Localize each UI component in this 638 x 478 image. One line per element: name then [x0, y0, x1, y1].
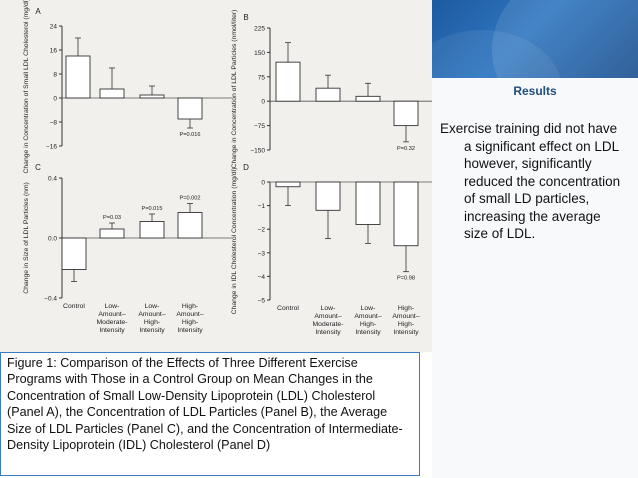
y-tick-label: −150 — [250, 148, 265, 155]
results-title: Results — [513, 84, 557, 98]
figure-panels: A 24 16 8 0 −8 −16 Change in Concentration of S… — [0, 0, 440, 352]
panel-label-b: B — [243, 13, 248, 22]
bar-c-4 — [177, 212, 203, 239]
y-tick-label: 0 — [53, 96, 57, 103]
x-tick-label: High-Amount– High-Intensity — [392, 305, 419, 336]
x-tick-label: Low-Amount– High-Intensity — [354, 305, 381, 336]
y-tick-label: 8 — [53, 72, 57, 79]
y-tick-label: −2 — [258, 227, 266, 234]
bar-c-1 — [61, 237, 87, 270]
x-tick-label: Low-Amount– Moderate-Intensity — [313, 305, 344, 336]
results-panel — [432, 78, 638, 478]
y-tick-label: −8 — [50, 120, 58, 127]
figure-caption: Figure 1: Comparison of the Effects of T… — [0, 352, 420, 476]
bar-d-2 — [315, 181, 341, 211]
bar-a-3 — [139, 94, 165, 99]
bar-c-2 — [99, 228, 125, 239]
x-tick-label: Low-Amount– High-Intensity — [138, 303, 165, 334]
p-value-annotation: P=0.98 — [397, 276, 415, 282]
bar-b-1 — [275, 61, 301, 102]
bar-b-3 — [355, 95, 381, 102]
y-axis-label: Change in IDL Cholesterol Concentration … — [231, 168, 238, 315]
y-axis-label: Change in Concentration of Small LDL Cho… — [23, 0, 30, 174]
y-tick-label: 0 — [261, 99, 265, 106]
bar-c-3 — [139, 221, 165, 239]
bar-d-4 — [393, 181, 419, 247]
bar-d-3 — [355, 181, 381, 225]
y-tick-label: 150 — [254, 50, 265, 57]
x-tick-label: Control — [63, 303, 85, 310]
y-tick-label: −4 — [258, 274, 266, 281]
y-tick-label: −75 — [254, 123, 265, 130]
y-tick-label: −5 — [258, 298, 266, 305]
y-tick-label: 0 — [261, 180, 265, 187]
y-tick-label: 0.4 — [48, 176, 57, 183]
panel-label-a: A — [35, 7, 41, 16]
bar-b-4 — [393, 100, 419, 127]
y-tick-label: −3 — [258, 250, 266, 257]
results-text: Exercise training did not have a signifi… — [440, 121, 621, 241]
x-tick-label: Low-Amount– Moderate-Intensity — [97, 303, 128, 334]
bar-a-4 — [177, 97, 203, 120]
y-tick-label: 24 — [50, 24, 58, 31]
panel-label-d: D — [243, 163, 249, 172]
p-value-annotation: P=0.016 — [180, 132, 201, 138]
p-value-annotation: P=0.32 — [397, 146, 415, 152]
y-tick-label: 16 — [50, 48, 58, 55]
y-tick-label: −0.4 — [44, 296, 57, 303]
bar-d-1 — [275, 181, 301, 188]
p-value-annotation: P=0.03 — [103, 215, 121, 221]
figure-svg: A 24 16 8 0 −8 −16 Change in Concentration of S… — [23, 0, 440, 336]
p-value-annotation: P=0.015 — [142, 206, 163, 212]
x-tick-label: High-Amount– High-Intensity — [176, 303, 203, 334]
x-tick-label: Control — [277, 305, 299, 312]
y-tick-label: 225 — [254, 26, 265, 33]
y-tick-label: −16 — [46, 144, 57, 151]
p-value-annotation: P=0.002 — [180, 196, 201, 202]
y-axis-label: Change in Size of LDL Particles (nm) — [23, 182, 30, 294]
y-tick-label: −1 — [258, 203, 266, 210]
bar-b-2 — [315, 87, 341, 102]
bar-a-1 — [65, 55, 91, 99]
y-tick-label: 75 — [258, 74, 266, 81]
y-tick-label: 0.0 — [48, 236, 57, 243]
panel-label-c: C — [35, 163, 41, 172]
header-decoration — [432, 0, 638, 78]
y-axis-label: Change in Concentration of LDL Particles… — [231, 10, 238, 169]
bar-a-2 — [99, 88, 125, 99]
